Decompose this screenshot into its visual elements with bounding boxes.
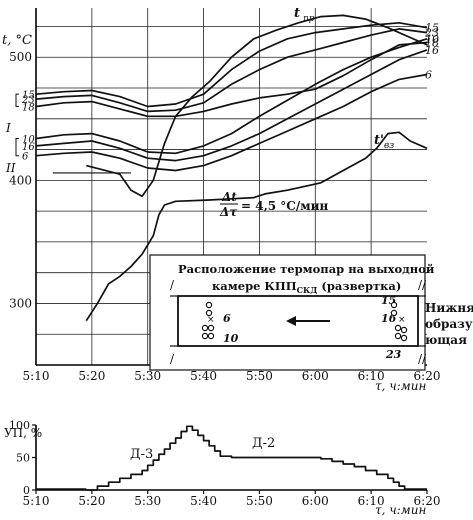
sub-ytick-label-100: 100	[9, 419, 30, 432]
sub-xtick-label-5: 6:00	[302, 494, 329, 508]
break-mark-br: //	[418, 352, 427, 366]
main-xtick-label-1: 5:20	[78, 369, 105, 383]
main-xtick-label-5: 6:00	[302, 369, 329, 383]
flow-arrow-head	[286, 316, 296, 326]
sub-xtick-label-7: 6:20	[414, 494, 441, 508]
series-end-label-23: 23	[424, 27, 439, 40]
thermocouple-marker-7	[390, 309, 398, 317]
side-label-2: образу-	[425, 317, 473, 331]
main-series-line-4	[35, 49, 428, 162]
inset-num-23: 23	[385, 348, 402, 361]
sub-ytick-label-0: 0	[23, 484, 30, 497]
main-series-line-2	[35, 41, 428, 118]
main-xtick-label-6: 6:10	[358, 369, 385, 383]
sub-xtick-label-6: 6:10	[358, 494, 385, 508]
chamber-outline	[177, 295, 419, 347]
break-mark-tr: //	[418, 278, 427, 292]
sub-x-label: τ, ч:мин	[375, 503, 426, 517]
break-mark-bl: /	[170, 352, 175, 366]
inset-num-10: 10	[223, 332, 239, 345]
sub-xtick-label-2: 5:30	[134, 494, 161, 508]
main-series-line-6	[86, 14, 428, 198]
main-xtick-label-3: 5:40	[190, 369, 217, 383]
thermocouple-marker-4	[207, 332, 215, 340]
tvz-label: t'	[374, 133, 384, 148]
thermocouple-marker-11	[400, 334, 408, 342]
inset-title-line2: камере КППСКД (развертка)	[212, 279, 401, 295]
series-end-label-16: 16	[425, 44, 439, 57]
thermocouple-marker-2	[201, 324, 209, 332]
break-mark-tl: /	[170, 278, 175, 292]
side-label-1: Нижняя	[425, 301, 473, 315]
cross-mark-right: ×	[398, 315, 406, 325]
main-xtick-label-4: 5:50	[246, 369, 273, 383]
main-y-label: t, °C	[2, 33, 32, 48]
thermocouple-marker-1	[205, 309, 213, 317]
thermocouple-marker-0	[205, 301, 213, 309]
group-label-2: II	[5, 161, 16, 175]
main-ytick-label-300: 300	[9, 296, 32, 310]
thermocouple-marker-3	[201, 332, 209, 340]
group1-bracket	[15, 93, 19, 107]
main-series-line-3	[35, 37, 428, 155]
inset-title-line1: Расположение термопар на выходной	[178, 262, 435, 276]
group2-left-label-16: 16	[22, 142, 35, 153]
group-label-1: I	[5, 121, 11, 135]
series-end-label-15: 15	[425, 22, 439, 35]
thermocouple-marker-5	[207, 324, 215, 332]
group2-bracket	[15, 137, 19, 157]
main-series-line-0	[35, 21, 428, 108]
tpr-subscript: пр	[303, 14, 315, 24]
group2-left-label-10: 10	[22, 134, 35, 145]
main-ytick-label-500: 500	[9, 50, 32, 64]
main-xtick-label-7: 6:20	[414, 369, 441, 383]
inset-num-6: 6	[223, 312, 231, 325]
main-x-label: τ, ч:мин	[375, 379, 426, 393]
rate-delta-tau: Δτ	[219, 205, 238, 219]
thermocouple-marker-9	[394, 332, 402, 340]
rate-value: = 4,5 °С/мин	[241, 199, 329, 213]
tvz-subscript: вз	[384, 141, 394, 151]
main-ytick-label-400: 400	[9, 173, 32, 187]
sub-xtick-label-4: 5:50	[246, 494, 273, 508]
main-series-line-7	[85, 131, 428, 322]
sub-series-line-0	[86, 425, 406, 491]
main-xtick-label-0: 5:10	[23, 369, 50, 383]
tpr-label: t	[294, 6, 300, 21]
thermocouple-marker-6	[390, 301, 398, 309]
group1-left-label-15: 15	[22, 90, 35, 101]
sub-xtick-label-1: 5:20	[78, 494, 105, 508]
series-end-label-18: 18	[425, 36, 439, 49]
group2-left-label-6: 6	[22, 152, 29, 163]
group1-left-label-23: 23	[21, 95, 35, 106]
sub-xtick-label-0: 5:10	[23, 494, 50, 508]
rate-delta-t: Δt	[221, 190, 237, 204]
sub-y-label: УП, %	[4, 426, 42, 440]
cross-mark-left: ×	[207, 315, 215, 325]
thermocouple-marker-8	[394, 324, 402, 332]
main-series-line-1	[35, 28, 428, 113]
regime-label-d2: Д-2	[252, 436, 275, 451]
main-series-line-5	[35, 73, 428, 172]
regime-label-d3: Д-3	[130, 447, 153, 462]
side-label-3: ющая	[425, 333, 467, 347]
sub-ytick-label-50: 50	[16, 452, 30, 465]
series-end-label-10: 10	[425, 33, 439, 46]
inset-panel	[149, 254, 426, 371]
main-xtick-label-2: 5:30	[134, 369, 161, 383]
thermocouple-marker-10	[400, 326, 408, 334]
group1-left-label-18: 18	[22, 102, 35, 113]
series-end-label-6: 6	[425, 68, 432, 81]
sub-xtick-label-3: 5:40	[190, 494, 217, 508]
